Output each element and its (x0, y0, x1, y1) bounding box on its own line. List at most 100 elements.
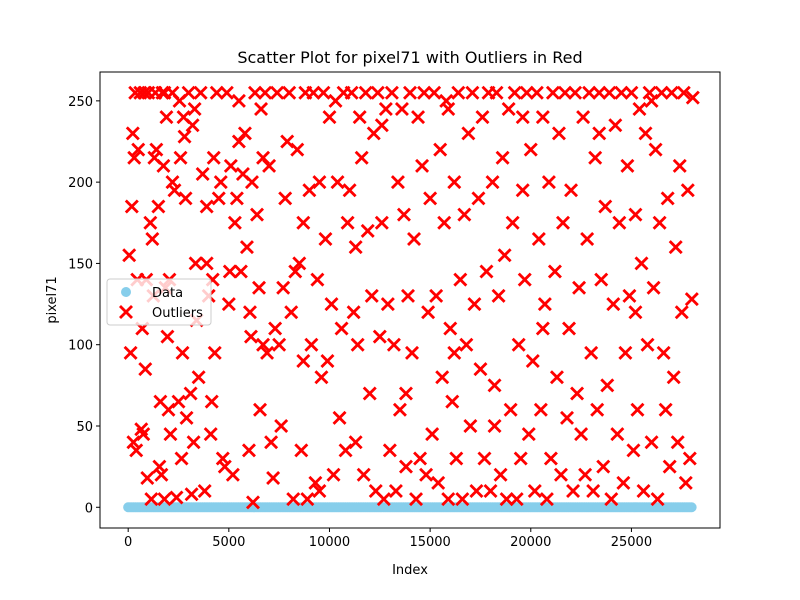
outlier-point (372, 329, 387, 344)
outlier-point (171, 394, 186, 409)
y-tick-label: 50 (76, 420, 93, 435)
outlier-point (443, 321, 458, 336)
outlier-point (449, 451, 464, 466)
outlier-point (644, 435, 659, 450)
outlier-point (491, 288, 506, 303)
outlier-point (340, 215, 355, 230)
outlier-point (304, 337, 319, 352)
outlier-point (225, 467, 240, 482)
outlier-point (348, 240, 363, 255)
outlier-point (660, 191, 675, 206)
outlier-point (256, 337, 271, 352)
outlier-point (511, 337, 526, 352)
y-tick-label: 200 (68, 176, 93, 191)
outlier-point (219, 85, 234, 100)
outlier-point (628, 207, 643, 222)
outlier-point (509, 492, 524, 507)
outlier-point (276, 280, 291, 295)
outlier-point (453, 272, 468, 287)
outlier-point (384, 85, 399, 100)
outlier-point (137, 85, 152, 100)
outlier-point (461, 126, 476, 141)
outlier-point (447, 345, 462, 360)
outlier-point (580, 232, 595, 247)
outlier-point (278, 191, 293, 206)
y-axis-label: pixel71 (45, 276, 60, 323)
outlier-point (181, 85, 196, 100)
outlier-point (419, 467, 434, 482)
outlier-point (475, 110, 490, 125)
outlier-point (435, 370, 450, 385)
outlier-point (396, 207, 411, 222)
outlier-point (656, 345, 671, 360)
outlier-point (628, 305, 643, 320)
outlier-point (668, 240, 683, 255)
outlier-point (199, 256, 214, 271)
outlier-point (326, 467, 341, 482)
outlier-point (572, 280, 587, 295)
outlier-point (122, 248, 137, 263)
outlier-point (578, 467, 593, 482)
outlier-point (610, 427, 625, 442)
outlier-point (457, 207, 472, 222)
outlier-point (243, 329, 258, 344)
outlier-point (441, 101, 456, 116)
outlier-point (231, 134, 246, 149)
outlier-point (174, 451, 189, 466)
outlier-point (143, 215, 158, 230)
data-series (123, 502, 697, 513)
outlier-point (272, 337, 287, 352)
outlier-point (553, 467, 568, 482)
outlier-point (179, 410, 194, 425)
outlier-point (483, 484, 498, 499)
outlier-point (517, 272, 532, 287)
outlier-point (423, 191, 438, 206)
outlier-point (586, 484, 601, 499)
outlier-point (547, 264, 562, 279)
outlier-point (608, 118, 623, 133)
outlier-point (203, 427, 218, 442)
outlier-point (640, 337, 655, 352)
outlier-point (592, 126, 607, 141)
y-axis: 0 50 100 150 200 250 (68, 95, 100, 516)
outlier-point (555, 215, 570, 230)
legend-box (106, 278, 212, 326)
x-tick-label: 10000 (309, 535, 350, 550)
outlier-point (564, 183, 579, 198)
outlier-point (342, 183, 357, 198)
outlier-point (227, 215, 242, 230)
outlier-point (221, 297, 236, 312)
outlier-point (330, 175, 345, 190)
outlier-point (604, 492, 619, 507)
outlier-point (149, 142, 164, 157)
outlier-point (206, 150, 221, 165)
outlier-point (535, 110, 550, 125)
outlier-point (594, 272, 609, 287)
outlier-point (487, 418, 502, 433)
outlier-point (282, 85, 297, 100)
outlier-point (465, 85, 480, 100)
outlier-point (497, 248, 512, 263)
outlier-point (239, 240, 254, 255)
outlier-point (156, 158, 171, 173)
outlier-point (316, 85, 331, 100)
x-tick-label: 0 (124, 535, 132, 550)
outlier-point (626, 443, 641, 458)
outlier-point (242, 305, 257, 320)
outlier-point (223, 158, 238, 173)
outlier-point (374, 215, 389, 230)
outlier-point (154, 467, 169, 482)
outlier-point (588, 150, 603, 165)
outlier-point (596, 459, 611, 474)
outlier-point (388, 484, 403, 499)
outlier-point (421, 305, 436, 320)
outlier-point (537, 297, 552, 312)
outlier-point (241, 443, 256, 458)
outlier-point (169, 490, 184, 505)
outlier-point (270, 85, 285, 100)
outlier-point (382, 443, 397, 458)
outlier-point (431, 475, 446, 490)
outlier-point (409, 492, 424, 507)
outlier-point (300, 492, 315, 507)
outlier-point (380, 297, 395, 312)
